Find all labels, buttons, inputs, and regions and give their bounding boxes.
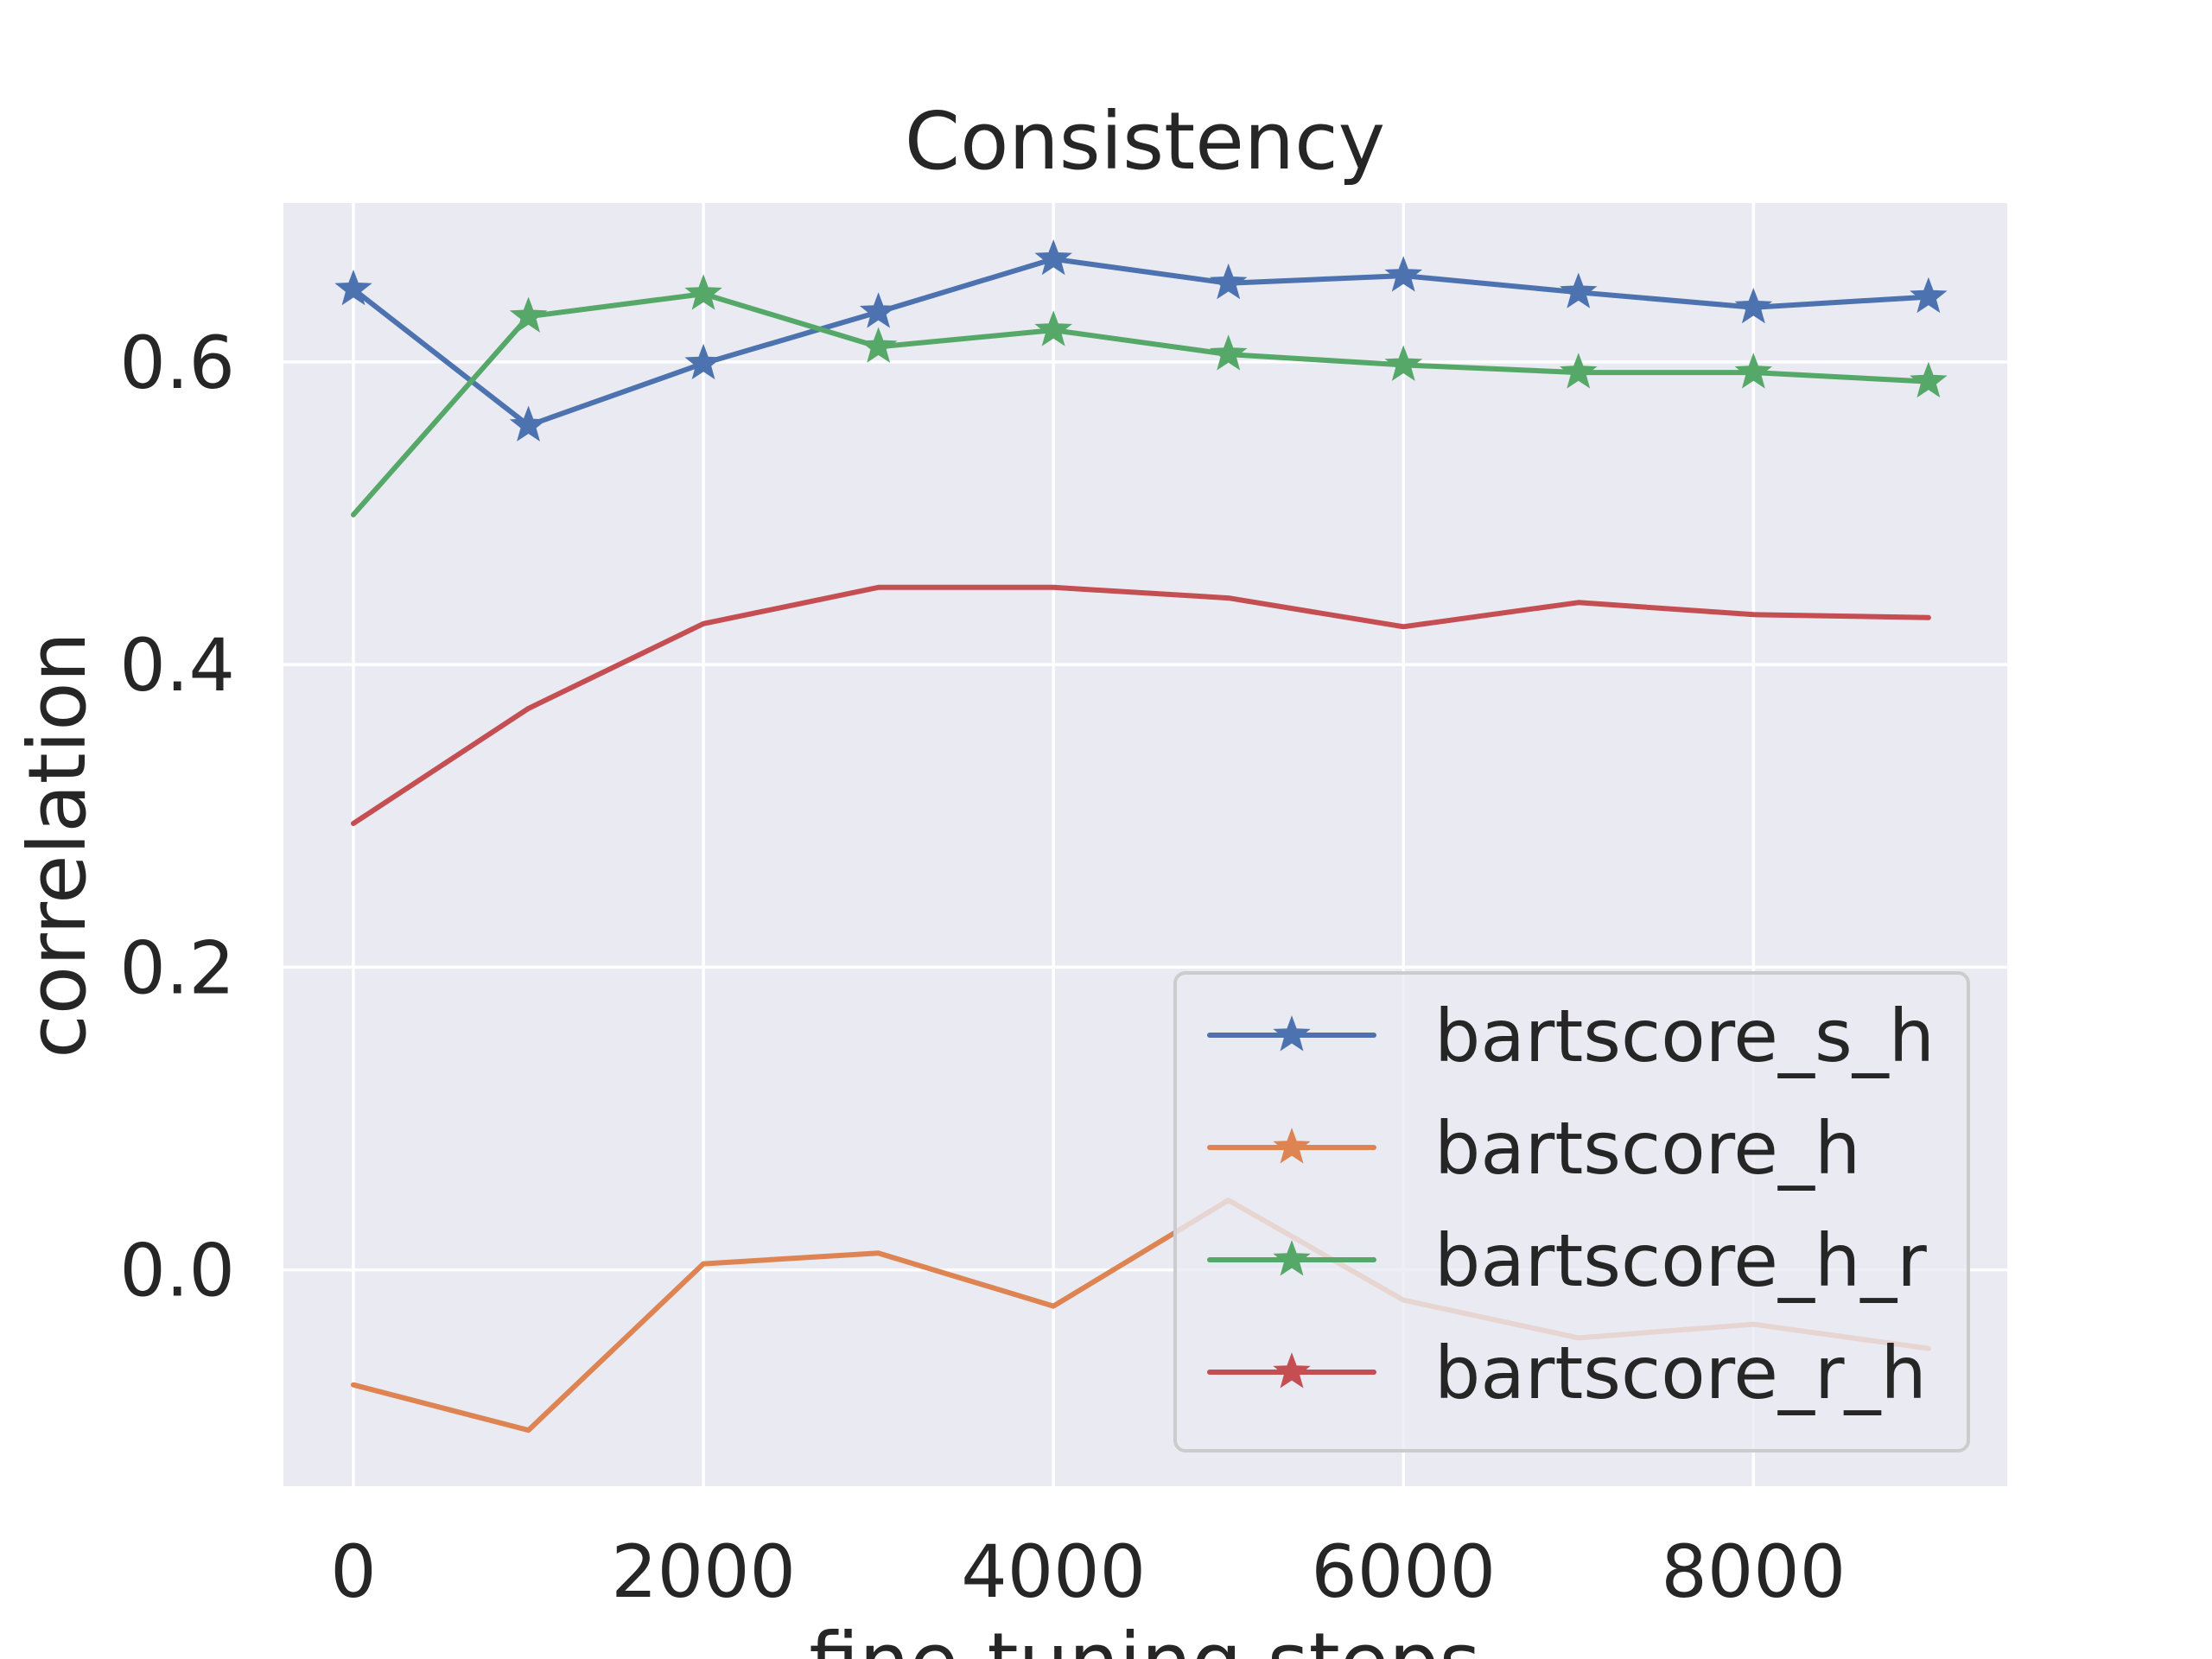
data-point-bartscore_s_h [1910, 276, 1948, 314]
legend-label: bartscore_r_h [1434, 1331, 1927, 1415]
legend-star-marker [1273, 1015, 1311, 1052]
data-point-bartscore_h_r [1384, 345, 1423, 381]
data-point-bartscore_s_h [684, 343, 722, 380]
data-point-bartscore_s_h [1034, 238, 1072, 276]
data-point-bartscore_h_r [1734, 353, 1773, 389]
data-point-bartscore_s_h [859, 292, 898, 328]
y-tick-label: 0.2 [119, 925, 235, 1010]
data-point-bartscore_s_h [1209, 263, 1248, 300]
data-point-bartscore_h_r [509, 296, 548, 333]
legend-star-marker [1273, 1128, 1311, 1164]
data-point-bartscore_h_r [1209, 334, 1248, 371]
y-tick-label: 0.0 [119, 1229, 235, 1313]
data-point-bartscore_s_h [334, 269, 372, 306]
series-line-bartscore_r_h [351, 584, 1931, 826]
data-point-bartscore_s_h [1384, 256, 1423, 292]
y-axis-label: correlation [11, 632, 104, 1058]
x-tick-label: 2000 [611, 1529, 796, 1614]
legend-star-marker [1273, 1240, 1311, 1276]
x-tick-label: 6000 [1311, 1529, 1496, 1614]
legend-label: bartscore_h [1434, 1106, 1860, 1191]
data-point-bartscore_s_h [509, 405, 548, 442]
series-line-bartscore_s_h [351, 256, 1931, 429]
legend: bartscore_s_h bartscore_h bartscore_h_rbar… [1173, 971, 1970, 1452]
legend-star-marker [1273, 1352, 1311, 1389]
data-point-bartscore_h_r [684, 274, 722, 310]
data-point-bartscore_s_h [1734, 287, 1773, 324]
legend-label: bartscore_h_r [1434, 1218, 1927, 1303]
data-point-bartscore_h_r [859, 327, 898, 363]
series-line-bartscore_h_r [351, 291, 1931, 518]
tick-labels: 0 2000 4000 6000 8000 0.0 0.2 0.4 0.6 [119, 321, 1846, 1614]
data-point-bartscore_h_r [1034, 310, 1072, 346]
y-tick-label: 0.4 [119, 623, 235, 708]
y-tick-label: 0.6 [119, 321, 235, 405]
x-axis-label: fine-tuning steps [809, 1616, 1480, 1659]
chart-title: Consistency [905, 95, 1385, 188]
legend-label: bartscore_s_h [1434, 994, 1935, 1078]
data-point-bartscore_s_h [1560, 272, 1598, 308]
x-tick-label: 4000 [961, 1529, 1146, 1614]
data-point-bartscore_h_r [1910, 361, 1948, 398]
data-point-bartscore_h_r [1560, 353, 1598, 389]
legend-frame [1173, 971, 1970, 1452]
x-tick-label: 0 [330, 1529, 376, 1614]
x-tick-label: 8000 [1661, 1529, 1846, 1614]
